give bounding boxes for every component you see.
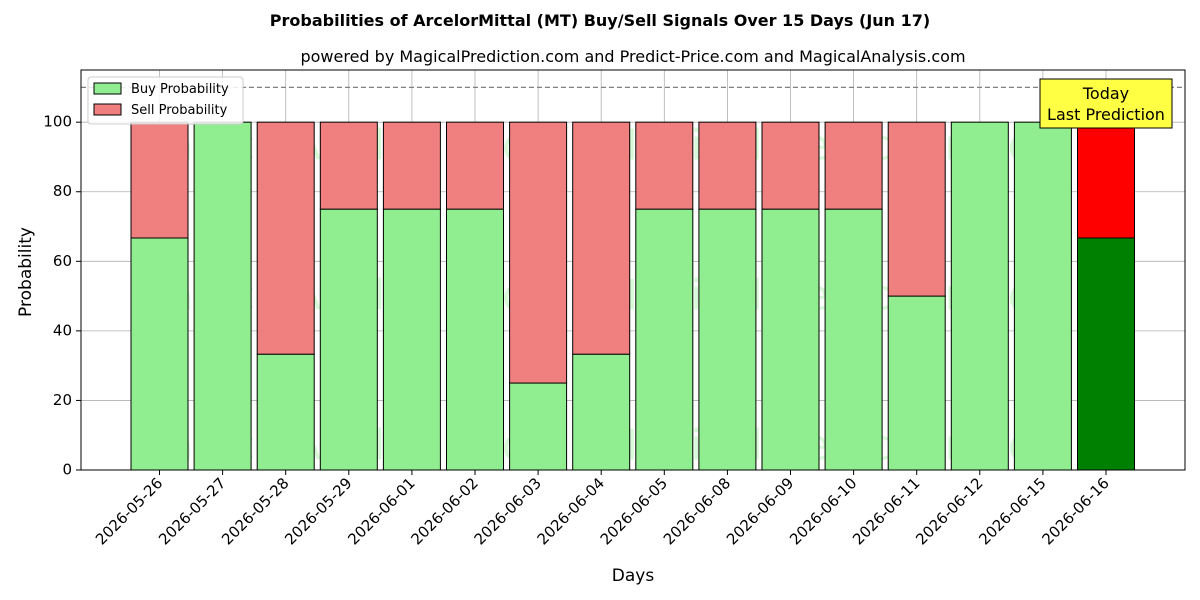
x-tick-label: 2026-06-10 [786, 474, 860, 548]
bar-buy [319, 208, 378, 471]
bar-buy [887, 295, 946, 471]
bar-buy [446, 208, 504, 471]
x-ticks: 2026-05-262026-05-272026-05-282026-05-29… [92, 470, 1113, 548]
bar-buy [1013, 121, 1072, 471]
legend-label-sell: Sell Probability [131, 103, 228, 118]
x-tick-label: 2026-05-27 [155, 474, 229, 548]
chart-subtitle: powered by MagicalPrediction.com and Pre… [300, 47, 965, 66]
legend: Buy Probability Sell Probability [87, 76, 244, 125]
x-tick-label: 2026-05-28 [218, 474, 292, 548]
bar-sell [382, 121, 441, 210]
bar-buy [509, 382, 568, 471]
x-tick-label: 2026-05-29 [281, 474, 355, 548]
bar-buy [698, 208, 757, 471]
y-tick-label: 20 [53, 391, 72, 409]
x-tick-label: 2026-06-15 [975, 474, 1049, 548]
bar-sell [319, 121, 378, 210]
x-tick-label: 2026-06-08 [660, 474, 734, 548]
bars [130, 121, 1135, 471]
bar-sell [635, 121, 694, 210]
x-tick-label: 2026-06-03 [471, 474, 545, 548]
y-tick-label: 100 [43, 113, 72, 131]
bar-sell [509, 121, 568, 384]
x-tick-label: 2026-06-04 [534, 474, 608, 548]
y-ticks: 0 20 40 60 80 100 [43, 113, 81, 479]
y-tick-label: 80 [53, 182, 72, 200]
x-axis-label: Days [612, 566, 655, 586]
bar-sell [1077, 121, 1135, 239]
x-tick-label: 2026-06-11 [849, 474, 923, 548]
y-axis-label: Probability [16, 227, 36, 317]
bar-sell [130, 121, 189, 239]
bar-sell [572, 121, 631, 355]
x-tick-label: 2026-06-12 [912, 474, 986, 548]
bar-buy [761, 208, 820, 471]
today-annotation-box [1039, 78, 1173, 129]
x-tick-label: 2026-06-01 [344, 474, 418, 548]
today-annotation-line1: Today [1082, 84, 1129, 103]
bar-sell [446, 121, 504, 210]
today-annotation: Today Last Prediction [1039, 78, 1173, 129]
legend-label-buy: Buy Probability [131, 82, 229, 97]
bar-buy [824, 208, 883, 471]
bar-sell [887, 121, 946, 297]
bar-buy [950, 121, 1009, 471]
bar-sell [824, 121, 883, 210]
x-tick-label: 2026-05-26 [92, 474, 166, 548]
bar-buy [382, 208, 441, 471]
bar-buy [1077, 237, 1135, 471]
bar-buy [193, 121, 252, 471]
y-tick-label: 60 [53, 252, 72, 270]
bar-buy [130, 237, 189, 471]
bar-buy [256, 353, 315, 471]
plot-frame [80, 69, 1186, 471]
x-tick-label: 2026-06-02 [407, 474, 481, 548]
bar-sell [698, 121, 757, 210]
bar-buy [572, 353, 631, 471]
x-tick-label: 2026-06-09 [723, 474, 797, 548]
bar-buy [635, 208, 694, 471]
bar-sell [256, 121, 315, 355]
legend-swatch-sell [93, 103, 122, 116]
legend-swatch-buy [93, 82, 122, 95]
x-tick-label: 2026-06-05 [597, 474, 671, 548]
y-tick-label: 0 [62, 461, 72, 479]
chart-title: Probabilities of ArcelorMittal (MT) Buy/… [270, 11, 930, 30]
x-tick-label: 2026-06-16 [1038, 474, 1112, 548]
today-annotation-line2: Last Prediction [1047, 105, 1165, 124]
bar-sell [761, 121, 820, 210]
y-tick-label: 40 [53, 321, 72, 339]
legend-box [87, 76, 244, 125]
